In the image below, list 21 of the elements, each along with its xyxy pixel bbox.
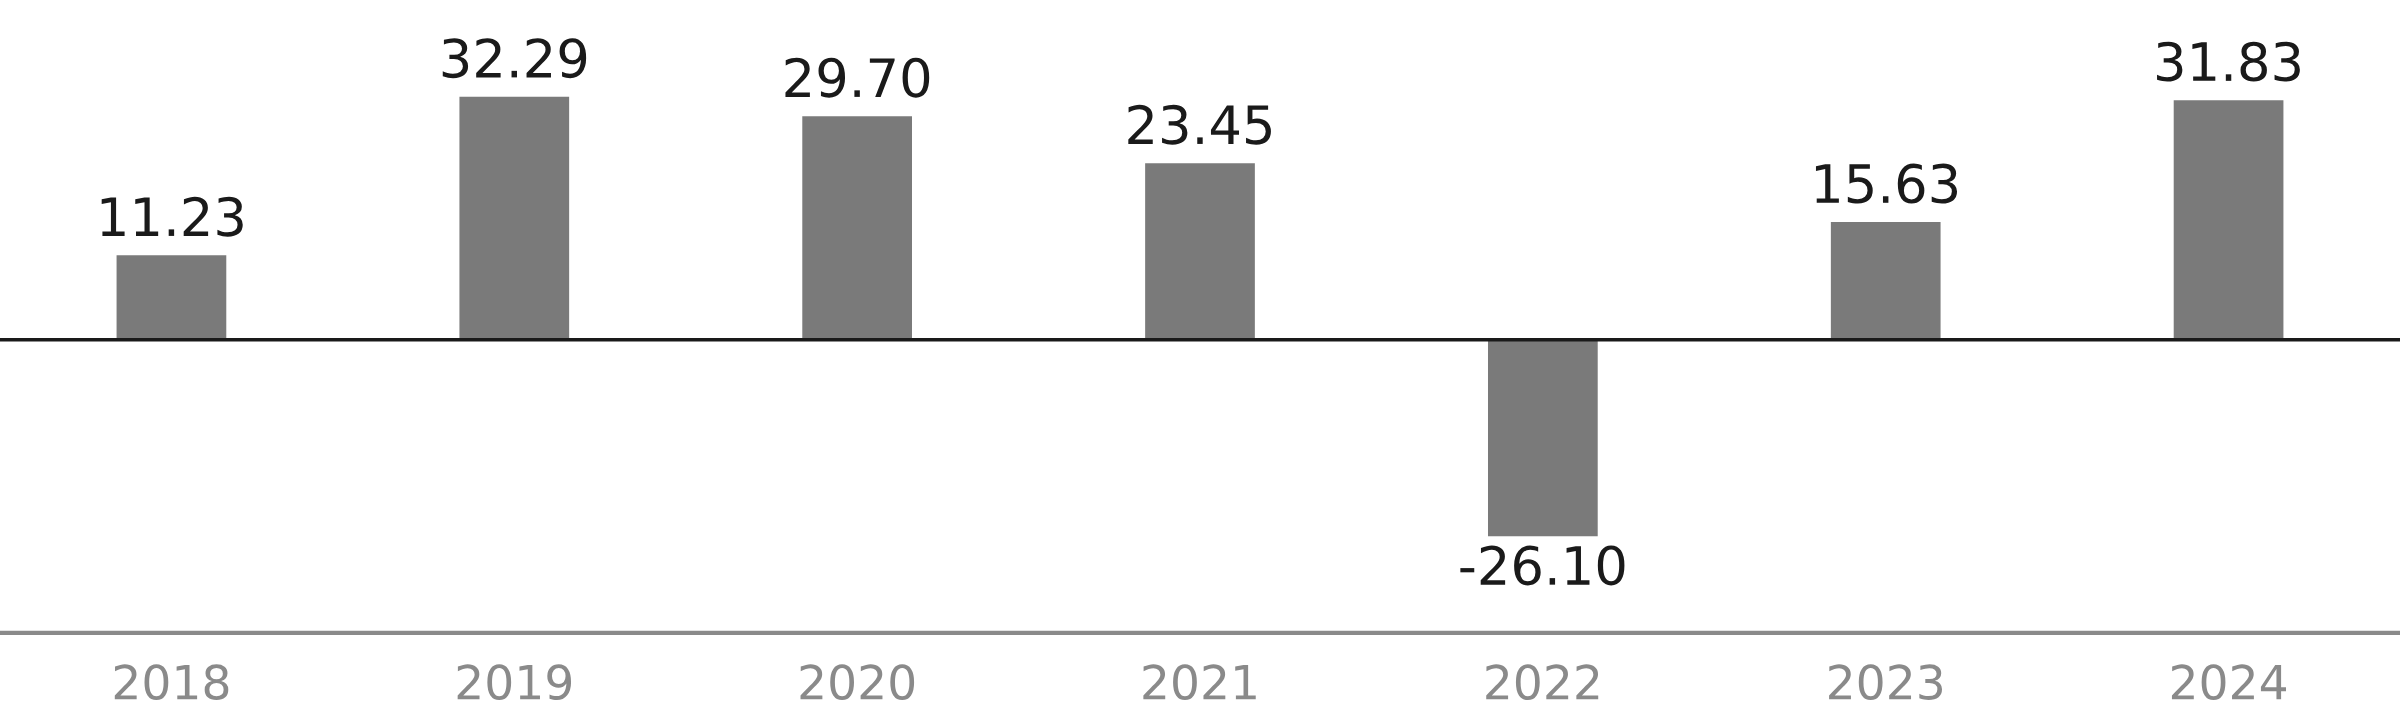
data-label: 31.83 [2157, 41, 2300, 82]
data-label: 15.63 [1815, 163, 1958, 204]
data-label: 11.23 [101, 196, 243, 237]
bar [802, 116, 912, 340]
bar [2173, 100, 2284, 340]
x-tick-label: 2023 [1829, 664, 1943, 701]
x-tick-label: 2022 [1486, 664, 1599, 701]
bar [116, 255, 227, 340]
bar [1488, 339, 1598, 537]
data-label: 29.70 [785, 57, 930, 98]
bar [459, 96, 570, 340]
bar [1830, 222, 1941, 340]
x-tick-label: 2024 [2171, 664, 2287, 701]
x-tick-label: 2019 [457, 664, 572, 701]
data-label: -26.10 [1460, 545, 1625, 586]
x-tick-label: 2020 [800, 664, 915, 701]
x-tick-label: 2021 [1143, 664, 1256, 701]
x-tick-label: 2018 [114, 664, 229, 701]
data-label: 23.45 [1128, 104, 1271, 145]
bar [1145, 163, 1255, 340]
data-label: 32.29 [442, 38, 587, 79]
